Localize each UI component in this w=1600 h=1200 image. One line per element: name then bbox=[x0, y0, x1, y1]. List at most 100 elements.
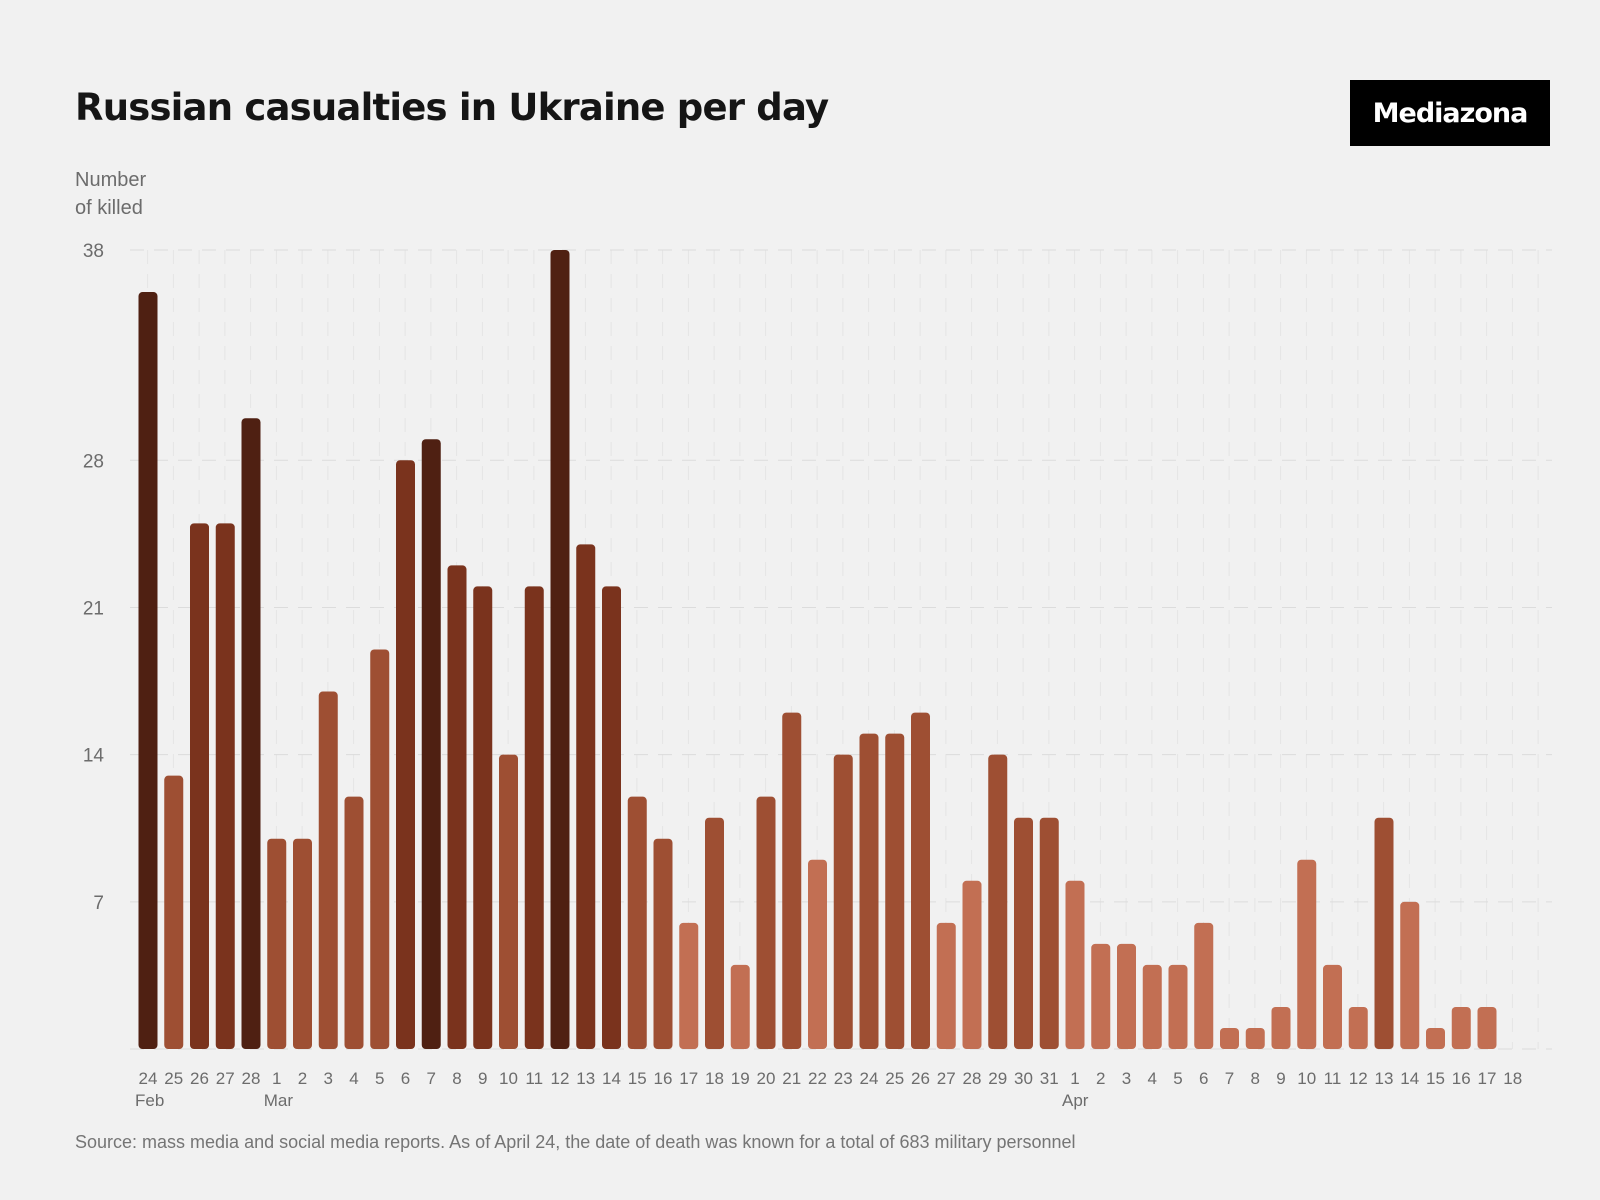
x-tick-label: 6 bbox=[401, 1069, 410, 1088]
y-tick-label: 21 bbox=[83, 598, 104, 619]
x-tick-label: 28 bbox=[242, 1069, 261, 1088]
x-tick-label: 22 bbox=[808, 1069, 827, 1088]
y-tick-label: 14 bbox=[83, 746, 105, 767]
bar bbox=[653, 838, 673, 1049]
bar bbox=[1194, 922, 1214, 1049]
x-tick-label: 1 bbox=[1070, 1069, 1079, 1088]
x-tick-label: 29 bbox=[988, 1069, 1007, 1088]
x-tick-label: 10 bbox=[1297, 1069, 1316, 1088]
bar bbox=[885, 733, 905, 1049]
x-tick-label: 11 bbox=[525, 1069, 543, 1088]
bar bbox=[1297, 859, 1317, 1049]
x-tick-label: 18 bbox=[705, 1069, 724, 1088]
bar bbox=[241, 418, 261, 1049]
bar bbox=[499, 754, 518, 1049]
bar bbox=[1477, 1006, 1497, 1049]
x-tick-label: 5 bbox=[1173, 1069, 1182, 1088]
x-tick-label: 2 bbox=[298, 1069, 307, 1088]
bar bbox=[318, 691, 338, 1049]
x-tick-label: 5 bbox=[375, 1069, 384, 1088]
bar bbox=[756, 796, 776, 1049]
x-tick-label: 25 bbox=[164, 1069, 183, 1088]
x-tick-label: 8 bbox=[1251, 1069, 1260, 1088]
bar bbox=[833, 754, 853, 1049]
bar bbox=[782, 712, 802, 1049]
x-tick-label: 4 bbox=[1148, 1069, 1157, 1088]
bar bbox=[988, 754, 1008, 1049]
bar bbox=[421, 439, 441, 1050]
x-tick-label: 23 bbox=[834, 1069, 853, 1088]
bar bbox=[1271, 1006, 1291, 1049]
bar bbox=[267, 838, 287, 1049]
bar bbox=[190, 523, 209, 1049]
bar bbox=[524, 586, 544, 1049]
x-tick-label: 27 bbox=[937, 1069, 956, 1088]
x-tick-label: 24 bbox=[139, 1069, 158, 1088]
x-tick-label: 19 bbox=[731, 1069, 750, 1088]
x-tick-label: 17 bbox=[679, 1069, 698, 1088]
bar bbox=[602, 586, 621, 1049]
bar bbox=[396, 460, 415, 1049]
x-tick-label: 16 bbox=[654, 1069, 673, 1088]
bar bbox=[1142, 964, 1162, 1049]
bar bbox=[576, 544, 596, 1049]
x-tick-label: 7 bbox=[1225, 1069, 1234, 1088]
bar bbox=[1374, 817, 1394, 1049]
x-tick-label: 13 bbox=[1375, 1069, 1394, 1088]
mediazona-logo: Mediazona bbox=[1350, 80, 1550, 146]
x-tick-label: 13 bbox=[576, 1069, 595, 1088]
x-tick-label: 6 bbox=[1199, 1069, 1208, 1088]
x-tick-label: 3 bbox=[1122, 1069, 1131, 1088]
x-tick-label: 26 bbox=[911, 1069, 930, 1088]
x-tick-label: 9 bbox=[478, 1069, 487, 1088]
bar bbox=[1014, 817, 1033, 1049]
y-axis-label: Number of killed bbox=[75, 166, 195, 222]
bar bbox=[1451, 1006, 1471, 1049]
x-tick-label: 8 bbox=[452, 1069, 461, 1088]
y-tick-label: 28 bbox=[83, 451, 104, 472]
month-label: Mar bbox=[264, 1091, 294, 1110]
x-tick-label: 16 bbox=[1452, 1069, 1471, 1088]
bar bbox=[1091, 943, 1111, 1049]
x-tick-label: 12 bbox=[1349, 1069, 1368, 1088]
bar bbox=[911, 712, 930, 1049]
bar bbox=[1168, 964, 1188, 1049]
x-tick-label: 15 bbox=[1426, 1069, 1445, 1088]
x-tick-label: 31 bbox=[1040, 1069, 1059, 1088]
x-tick-label: 12 bbox=[551, 1069, 570, 1088]
bar bbox=[679, 922, 699, 1049]
bar bbox=[936, 922, 956, 1049]
x-tick-label: 30 bbox=[1014, 1069, 1033, 1088]
x-tick-label: 27 bbox=[216, 1069, 235, 1088]
x-tick-label: 2 bbox=[1096, 1069, 1105, 1088]
x-tick-label: 14 bbox=[1400, 1069, 1419, 1088]
bar bbox=[344, 796, 364, 1049]
bar bbox=[215, 523, 235, 1049]
bar bbox=[730, 964, 750, 1049]
bar bbox=[1039, 817, 1059, 1049]
x-tick-label: 3 bbox=[324, 1069, 333, 1088]
x-tick-label: 24 bbox=[860, 1069, 879, 1088]
bar bbox=[627, 796, 647, 1049]
bar bbox=[447, 565, 467, 1049]
bar bbox=[859, 733, 879, 1049]
month-label: Feb bbox=[135, 1091, 164, 1110]
bar bbox=[1426, 1027, 1445, 1049]
x-tick-label: 7 bbox=[427, 1069, 436, 1088]
bar bbox=[1400, 901, 1420, 1049]
bar bbox=[1220, 1027, 1239, 1049]
page-title: Russian casualties in Ukraine per day bbox=[75, 86, 829, 129]
bar bbox=[293, 838, 312, 1049]
x-tick-label: 15 bbox=[628, 1069, 647, 1088]
bar bbox=[1117, 943, 1136, 1049]
x-tick-label: 17 bbox=[1478, 1069, 1497, 1088]
x-tick-label: 14 bbox=[602, 1069, 621, 1088]
bar bbox=[1323, 964, 1342, 1049]
bar bbox=[370, 649, 390, 1049]
x-tick-label: 1 bbox=[272, 1069, 281, 1088]
bar bbox=[550, 250, 570, 1049]
x-tick-label: 26 bbox=[190, 1069, 209, 1088]
y-axis-label-text: Number of killed bbox=[75, 169, 147, 219]
x-tick-label: 28 bbox=[963, 1069, 982, 1088]
